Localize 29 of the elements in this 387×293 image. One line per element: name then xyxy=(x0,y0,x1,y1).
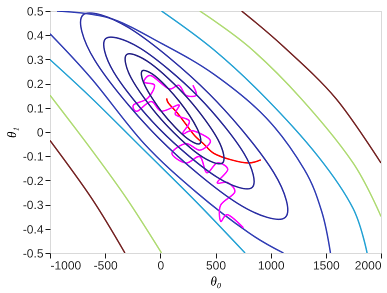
y-tick-label: 0 xyxy=(36,126,44,140)
line-series xyxy=(166,98,262,164)
y-tick-label: 0.4 xyxy=(26,28,44,43)
x-tick-label: 0 xyxy=(157,258,164,272)
y-tick-label: -0.3 xyxy=(22,198,44,212)
x-tick-label: 1000 xyxy=(258,258,285,272)
x-tick-label: 500 xyxy=(206,258,226,272)
line-series xyxy=(50,94,162,253)
line-series xyxy=(50,33,284,253)
x-tick-label: 2000 xyxy=(354,258,382,272)
line-series xyxy=(50,58,246,253)
x-tick-label: -1000 xyxy=(50,258,82,272)
y-tick-label: 0.3 xyxy=(26,52,44,67)
x-tick-label: -500 xyxy=(94,258,118,272)
line-series xyxy=(132,74,244,229)
line-series xyxy=(56,11,332,253)
y-tick-label: 0.2 xyxy=(26,77,44,92)
y-tick-label: -0.2 xyxy=(22,174,44,188)
x-axis-title: θ₀ xyxy=(210,274,222,288)
y-axis-title: θ₁ xyxy=(4,127,19,138)
line-series xyxy=(160,11,368,253)
y-tick-label: 0.1 xyxy=(26,101,44,116)
y-tick-label: -0.4 xyxy=(22,222,44,236)
y-tick-label: -0.1 xyxy=(22,150,44,164)
y-tick-label: -0.5 xyxy=(22,246,44,260)
line-series xyxy=(240,11,381,164)
x-tick-label: 1500 xyxy=(312,258,340,272)
y-tick-label: 0.5 xyxy=(26,4,44,18)
line-series xyxy=(199,11,381,218)
